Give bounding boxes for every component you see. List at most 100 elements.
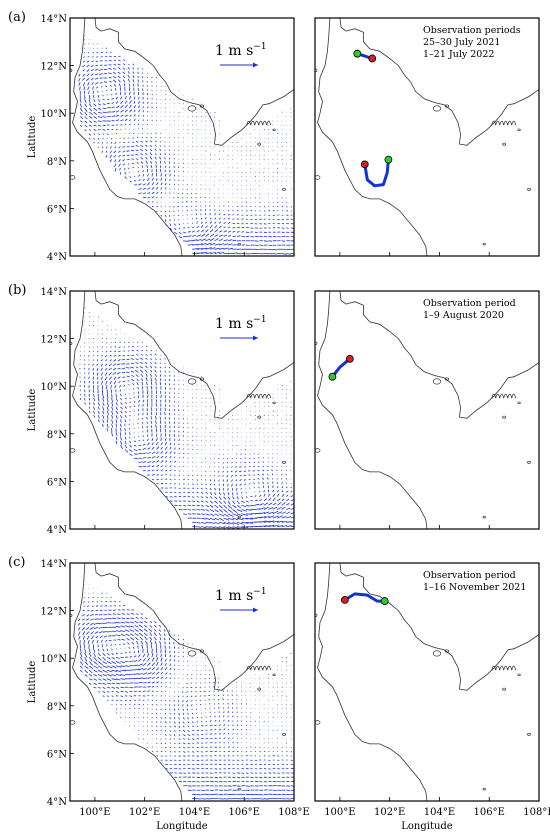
current-vector — [142, 187, 147, 190]
current-vector — [194, 695, 197, 697]
current-vector — [77, 622, 81, 626]
current-vector — [125, 625, 130, 628]
current-vector — [90, 73, 94, 76]
current-vector — [209, 504, 214, 508]
current-vector — [178, 717, 180, 720]
current-vector — [151, 704, 154, 706]
current-vector — [147, 187, 151, 190]
current-vector — [154, 377, 157, 382]
current-vector — [192, 768, 195, 770]
current-vector — [196, 729, 200, 732]
current-vector — [139, 636, 144, 641]
current-vector — [153, 636, 157, 641]
current-vector — [232, 500, 236, 505]
current-vector — [97, 415, 100, 419]
current-vector — [160, 446, 163, 450]
current-vector — [142, 672, 148, 675]
current-vector — [141, 353, 144, 356]
current-vector — [173, 664, 176, 666]
current-vector — [187, 742, 190, 745]
current-vector — [154, 353, 157, 356]
current-vector — [106, 397, 109, 403]
current-vector — [219, 798, 224, 800]
current-vector — [286, 521, 292, 523]
current-vector — [86, 605, 90, 607]
current-vector — [178, 439, 180, 442]
lon-tick-label: 100°E — [324, 807, 355, 818]
current-vector — [102, 423, 104, 428]
current-vector — [106, 669, 113, 673]
current-vector — [205, 733, 208, 735]
scale-label: 1 m s−1 — [215, 587, 267, 604]
scale-exponent: −1 — [253, 315, 266, 325]
current-vector — [218, 521, 226, 525]
current-vector — [137, 76, 139, 79]
current-vector — [147, 690, 151, 692]
current-vector — [276, 474, 278, 476]
current-vector — [107, 102, 110, 105]
current-vector — [136, 378, 139, 382]
current-vector — [178, 738, 181, 741]
current-vector — [93, 626, 99, 630]
current-vector — [245, 513, 253, 515]
current-vector — [88, 355, 90, 357]
current-vector — [196, 513, 201, 515]
current-vector — [268, 507, 274, 510]
current-vector — [115, 419, 118, 424]
island — [257, 142, 262, 146]
current-vector — [97, 116, 103, 119]
current-vector — [120, 402, 123, 405]
current-vector — [121, 638, 126, 641]
current-vector — [259, 206, 261, 208]
current-vector — [154, 156, 157, 160]
current-vector — [223, 521, 230, 525]
current-vector — [93, 111, 98, 115]
current-vector — [182, 734, 186, 737]
current-vector — [124, 432, 127, 435]
current-vector — [92, 90, 94, 94]
current-vector — [218, 462, 220, 464]
current-vector — [227, 496, 231, 500]
current-vector — [227, 513, 234, 517]
current-vector — [205, 509, 210, 512]
current-vector — [106, 410, 109, 415]
current-vector — [277, 506, 282, 510]
current-vector — [192, 725, 195, 728]
current-vector — [174, 677, 176, 679]
current-vector — [133, 457, 139, 460]
current-vector — [125, 633, 130, 637]
current-vector — [259, 414, 261, 417]
current-vector — [155, 373, 157, 377]
current-vector — [244, 466, 247, 468]
current-vector — [84, 124, 88, 128]
current-vector — [97, 120, 102, 123]
current-vector — [218, 225, 222, 229]
island — [70, 175, 76, 180]
current-vector — [173, 192, 175, 194]
current-vector — [115, 432, 118, 436]
island — [482, 242, 486, 246]
current-vector — [201, 500, 204, 503]
current-vector — [117, 367, 121, 370]
current-vector — [138, 188, 142, 190]
current-vector — [106, 691, 110, 693]
current-vector — [86, 69, 90, 72]
current-vector — [187, 734, 191, 737]
current-vector — [138, 174, 141, 177]
current-vector — [173, 729, 176, 732]
current-vector — [124, 691, 129, 693]
current-vector — [231, 462, 233, 464]
current-vector — [151, 191, 155, 194]
current-vector — [117, 638, 121, 641]
current-vector — [200, 462, 203, 464]
current-vector — [123, 59, 126, 62]
current-vector — [209, 188, 211, 190]
current-vector — [87, 51, 90, 54]
current-vector — [138, 413, 140, 416]
current-vector — [243, 470, 247, 473]
current-vector — [92, 52, 94, 54]
current-vector — [84, 120, 88, 124]
current-vector — [191, 721, 194, 724]
current-vector — [253, 487, 256, 489]
